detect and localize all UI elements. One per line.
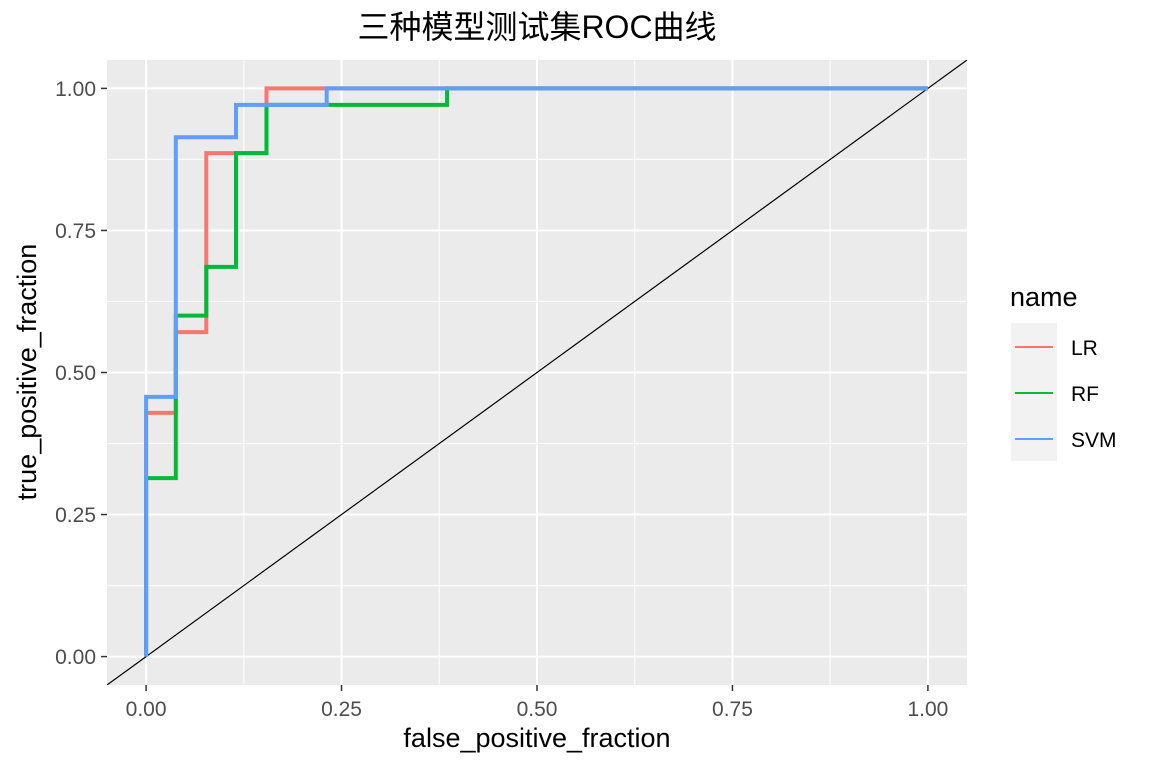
y-tick-label: 0.00: [55, 646, 96, 669]
y-tick-label: 0.50: [55, 362, 96, 385]
legend-label-svm: SVM: [1071, 429, 1117, 452]
x-tick-label: 0.75: [712, 698, 753, 721]
y-axis: 0.00 0.25 0.50 0.75 1.00: [55, 78, 107, 669]
x-axis: 0.00 0.25 0.50 0.75 1.00: [126, 685, 948, 721]
y-axis-title: true_positive_fraction: [12, 244, 42, 501]
legend-items: LR RF SVM: [1015, 337, 1117, 452]
y-tick-label: 0.25: [55, 504, 96, 527]
reference-diagonal-line: [107, 60, 967, 685]
series-layer: [144, 86, 928, 657]
chart-title: 三种模型测试集ROC曲线: [357, 9, 716, 45]
x-tick-label: 1.00: [907, 698, 948, 721]
legend-label-rf: RF: [1071, 383, 1099, 406]
series-line-svm: [144, 86, 928, 657]
legend: name LR RF SVM: [1010, 282, 1117, 461]
x-tick-label: 0.50: [517, 698, 558, 721]
legend-title: name: [1010, 282, 1078, 312]
legend-label-lr: LR: [1071, 337, 1098, 360]
series-line-rf: [144, 86, 928, 657]
x-tick-label: 0.00: [126, 698, 167, 721]
y-tick-label: 0.75: [55, 220, 96, 243]
x-axis-title: false_positive_fraction: [403, 723, 670, 753]
x-tick-label: 0.25: [321, 698, 362, 721]
y-tick-label: 1.00: [55, 78, 96, 101]
